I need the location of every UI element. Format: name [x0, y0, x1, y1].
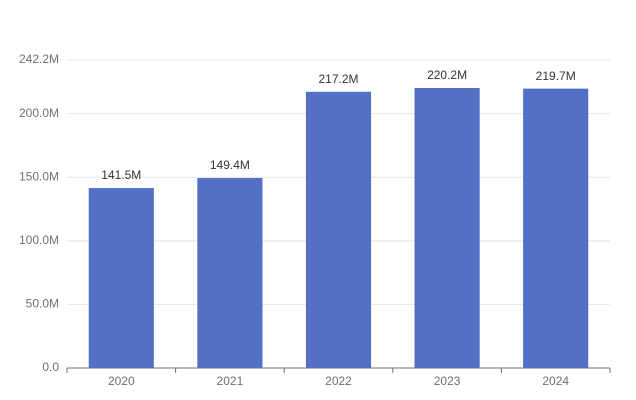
bar [88, 188, 154, 368]
bar [414, 87, 480, 369]
x-tick-label: 2021 [217, 374, 244, 388]
value-label: 219.7M [536, 69, 576, 83]
y-tick-label: 242.2M [19, 52, 59, 66]
value-label: 141.5M [101, 168, 141, 182]
y-tick-label: 100.0M [19, 233, 59, 247]
y-tick-label: 0.0 [42, 360, 59, 374]
y-tick-label: 200.0M [19, 106, 59, 120]
y-tick-label: 50.0M [26, 297, 59, 311]
bar [305, 91, 372, 369]
x-tick-label: 2024 [542, 374, 569, 388]
value-label: 149.4M [210, 158, 250, 172]
y-tick-label: 150.0M [19, 169, 59, 183]
x-tick-label: 2020 [108, 374, 135, 388]
x-tick-label: 2023 [434, 374, 461, 388]
x-tick-label: 2022 [325, 374, 352, 388]
bar [523, 88, 589, 368]
value-label: 217.2M [318, 72, 358, 86]
bar [197, 178, 263, 368]
value-label: 220.2M [427, 68, 467, 82]
